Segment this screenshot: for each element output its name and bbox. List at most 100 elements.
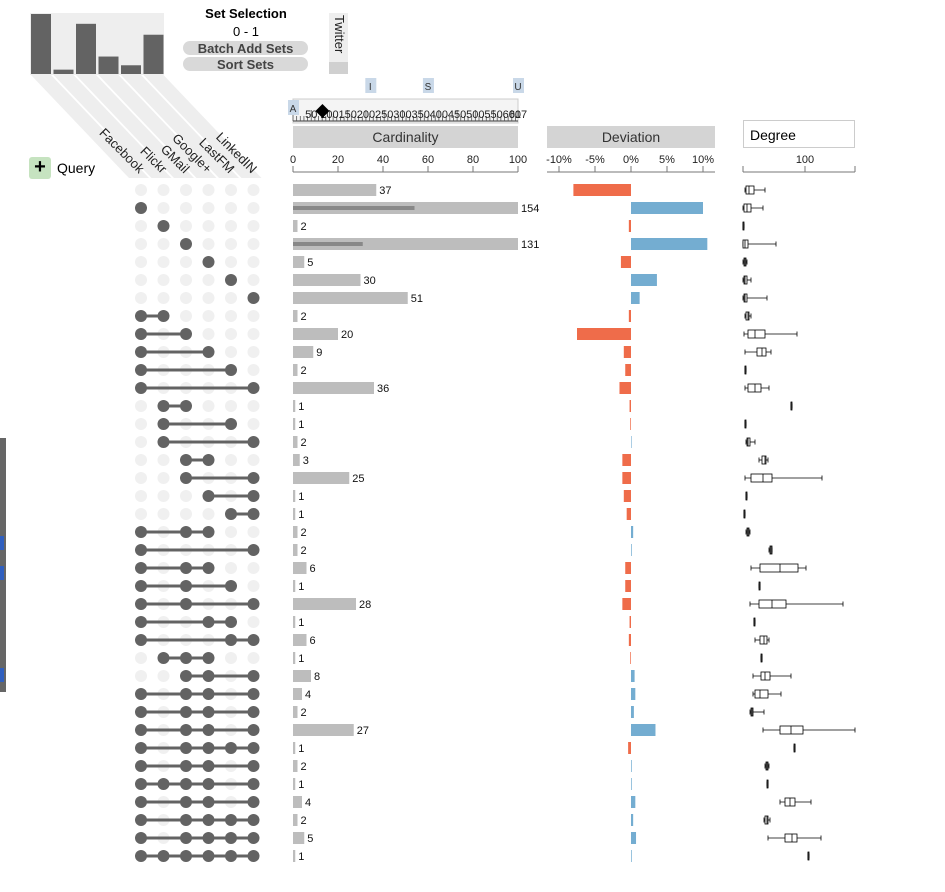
matrix-dot[interactable] xyxy=(202,256,215,268)
deviation-bar[interactable] xyxy=(631,760,632,772)
matrix-dot[interactable] xyxy=(135,436,147,448)
matrix-dot[interactable] xyxy=(157,670,170,682)
deviation-bar[interactable] xyxy=(631,832,637,844)
slider-track[interactable] xyxy=(292,98,519,124)
matrix-dot[interactable] xyxy=(247,580,260,592)
matrix-dot[interactable] xyxy=(157,454,170,466)
cardinality-bar[interactable] xyxy=(293,652,296,664)
deviation-bar[interactable] xyxy=(631,670,635,682)
cardinality-bar[interactable] xyxy=(293,544,298,556)
deviation-bar[interactable] xyxy=(630,418,631,430)
cardinality-bar[interactable] xyxy=(293,364,298,376)
matrix-dot[interactable] xyxy=(157,184,170,196)
set-size-bar[interactable] xyxy=(76,23,96,74)
matrix-dot[interactable] xyxy=(247,400,260,412)
cardinality-bar[interactable] xyxy=(293,778,296,790)
matrix-dot[interactable] xyxy=(247,364,260,376)
cardinality-bar[interactable] xyxy=(293,580,296,592)
matrix-dot[interactable] xyxy=(202,328,215,340)
matrix-dot[interactable] xyxy=(247,328,260,340)
matrix-dot[interactable] xyxy=(135,238,147,250)
cardinality-bar[interactable] xyxy=(293,292,408,304)
degree-box[interactable] xyxy=(742,239,749,249)
matrix-dot[interactable] xyxy=(247,274,260,286)
degree-box[interactable] xyxy=(747,383,762,393)
degree-box[interactable] xyxy=(759,635,768,645)
matrix-dot[interactable] xyxy=(157,508,170,520)
matrix-dot[interactable] xyxy=(135,220,147,232)
cardinality-bar[interactable] xyxy=(293,796,302,808)
matrix-dot[interactable] xyxy=(180,490,192,502)
cardinality-bar[interactable] xyxy=(293,814,298,826)
deviation-bar[interactable] xyxy=(622,472,631,484)
sort-sets-button[interactable]: Sort Sets xyxy=(183,57,308,72)
deviation-bar[interactable] xyxy=(628,634,631,646)
matrix-dot[interactable] xyxy=(180,238,192,250)
matrix-dot[interactable] xyxy=(135,490,147,502)
degree-box[interactable] xyxy=(754,689,769,699)
matrix-dot[interactable] xyxy=(135,508,147,520)
slider-marker[interactable] xyxy=(513,78,524,93)
cardinality-bar[interactable] xyxy=(293,670,311,682)
degree-box[interactable] xyxy=(758,599,787,609)
deviation-bar[interactable] xyxy=(628,220,631,232)
matrix-dot[interactable] xyxy=(225,256,237,268)
degree-box[interactable] xyxy=(759,563,799,573)
matrix-dot[interactable] xyxy=(135,652,147,664)
query-label[interactable]: Query xyxy=(57,160,96,176)
deviation-bar[interactable] xyxy=(577,328,631,340)
matrix-dot[interactable] xyxy=(157,256,170,268)
slider-handle[interactable] xyxy=(315,104,330,118)
matrix-dot[interactable] xyxy=(202,202,215,214)
deviation-bar[interactable] xyxy=(631,274,657,286)
deviation-bar[interactable] xyxy=(631,436,632,448)
cardinality-bar[interactable] xyxy=(293,472,350,484)
deviation-bar[interactable] xyxy=(629,400,631,412)
matrix-dot[interactable] xyxy=(225,526,237,538)
matrix-dot[interactable] xyxy=(247,652,260,664)
degree-attribute-header[interactable]: Degree xyxy=(743,120,855,148)
deviation-bar[interactable] xyxy=(623,490,631,502)
cardinality-bar[interactable] xyxy=(293,760,298,772)
unused-set-twitter[interactable]: Twitter xyxy=(329,13,348,62)
matrix-dot[interactable] xyxy=(225,400,237,412)
matrix-dot[interactable] xyxy=(225,220,237,232)
matrix-dot[interactable] xyxy=(135,274,147,286)
cardinality-bar[interactable] xyxy=(293,526,298,538)
cardinality-bar[interactable] xyxy=(293,346,314,358)
deviation-bar[interactable] xyxy=(573,184,631,196)
degree-box[interactable] xyxy=(779,725,804,735)
set-size-bar[interactable] xyxy=(121,65,141,74)
degree-box[interactable] xyxy=(746,437,751,447)
matrix-dot[interactable] xyxy=(225,652,237,664)
matrix-dot[interactable] xyxy=(247,454,260,466)
cardinality-bar[interactable] xyxy=(293,616,296,628)
matrix-dot[interactable] xyxy=(135,670,147,682)
cardinality-bar[interactable] xyxy=(293,850,296,862)
matrix-dot[interactable] xyxy=(180,256,192,268)
add-query-icon[interactable]: + xyxy=(29,157,51,179)
matrix-dot[interactable] xyxy=(202,184,215,196)
matrix-dot[interactable] xyxy=(225,274,237,286)
deviation-bar[interactable] xyxy=(625,580,631,592)
deviation-bar[interactable] xyxy=(631,292,640,304)
cardinality-bar[interactable] xyxy=(293,274,361,286)
cardinality-bar[interactable] xyxy=(293,256,305,268)
cardinality-bar[interactable] xyxy=(293,706,298,718)
deviation-bar[interactable] xyxy=(631,202,703,214)
set-size-bar[interactable] xyxy=(53,69,74,74)
matrix-dot[interactable] xyxy=(157,238,170,250)
cardinality-bar[interactable] xyxy=(293,634,307,646)
matrix-dot[interactable] xyxy=(225,346,237,358)
deviation-bar[interactable] xyxy=(631,778,632,790)
matrix-dot[interactable] xyxy=(202,310,215,322)
cardinality-bar[interactable] xyxy=(293,418,296,430)
cardinality-bar[interactable] xyxy=(293,832,305,844)
matrix-dot[interactable] xyxy=(157,490,170,502)
deviation-bar[interactable] xyxy=(625,364,631,376)
degree-box[interactable] xyxy=(747,329,766,339)
cardinality-bar[interactable] xyxy=(293,742,296,754)
matrix-dot[interactable] xyxy=(247,310,260,322)
matrix-dot[interactable] xyxy=(202,238,215,250)
matrix-dot[interactable] xyxy=(247,184,260,196)
